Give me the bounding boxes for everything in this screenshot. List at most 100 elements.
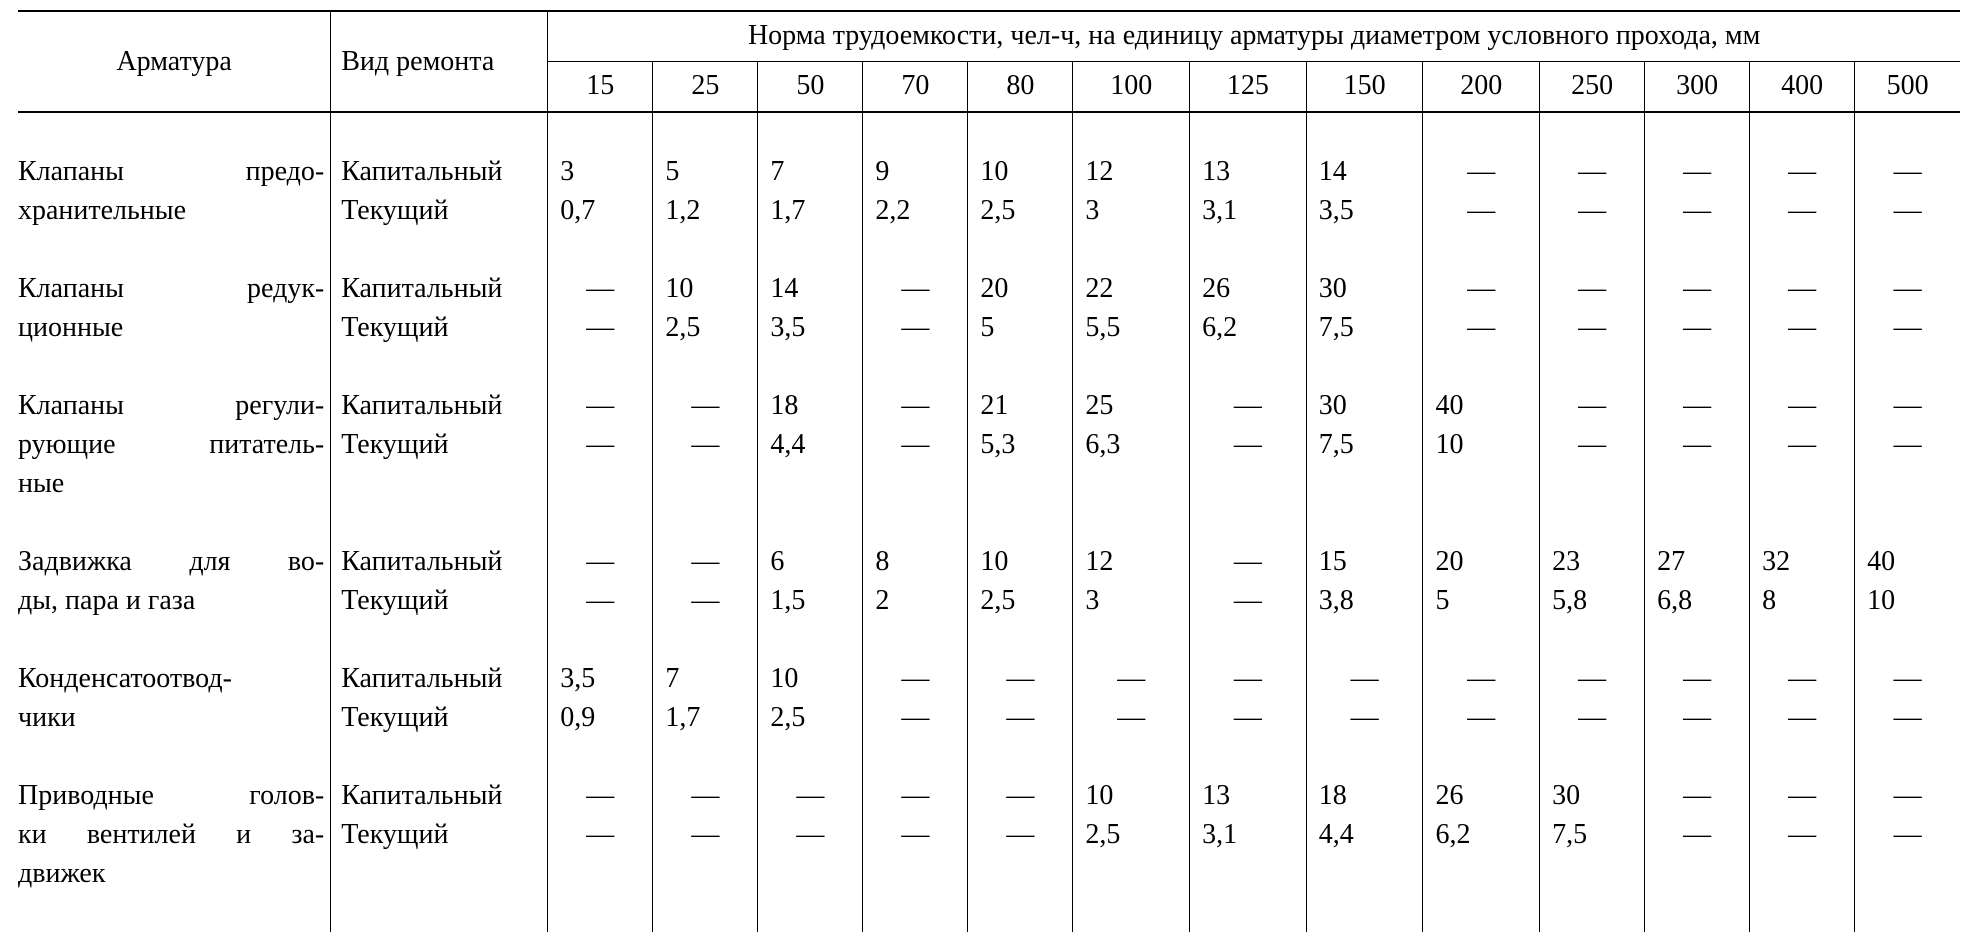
data-cell	[1855, 503, 1960, 542]
repair-type-cell: Капитальный	[331, 269, 548, 308]
header-repair-type: Вид ремонта	[331, 11, 548, 112]
data-cell: 0,7	[548, 191, 653, 230]
data-cell: —	[1855, 698, 1960, 737]
data-cell: —	[548, 386, 653, 425]
data-cell: —	[1540, 386, 1645, 425]
fitting-cell	[18, 112, 331, 152]
data-cell: 15	[1306, 542, 1423, 581]
data-cell	[1423, 503, 1540, 542]
data-cell: 6,2	[1190, 308, 1307, 347]
fitting-cell: рующие питатель-	[18, 425, 331, 464]
data-cell: 6	[758, 542, 863, 581]
fitting-cell	[18, 737, 331, 776]
data-cell	[653, 464, 758, 503]
repair-type-cell: Капитальный	[331, 152, 548, 191]
data-cell: —	[1855, 191, 1960, 230]
data-cell: —	[1750, 152, 1855, 191]
data-cell: —	[758, 776, 863, 815]
header-diameter: 150	[1306, 62, 1423, 113]
fitting-cell: Приводные голов-	[18, 776, 331, 815]
data-cell: 27	[1645, 542, 1750, 581]
data-cell: 25	[1073, 386, 1190, 425]
data-cell	[548, 854, 653, 893]
data-cell: —	[1190, 659, 1307, 698]
data-cell: —	[548, 308, 653, 347]
data-cell: —	[1540, 425, 1645, 464]
data-cell: 30	[1540, 776, 1645, 815]
data-cell: —	[548, 776, 653, 815]
repair-type-cell: Текущий	[331, 191, 548, 230]
data-cell	[1073, 464, 1190, 503]
data-cell: 1,7	[758, 191, 863, 230]
data-cell	[1855, 112, 1960, 152]
data-cell: 2,5	[653, 308, 758, 347]
repair-type-cell: Капитальный	[331, 386, 548, 425]
data-cell: 5	[653, 152, 758, 191]
data-cell: —	[1645, 386, 1750, 425]
data-cell: 8	[863, 542, 968, 581]
data-cell: —	[653, 581, 758, 620]
data-cell: 4,4	[1306, 815, 1423, 854]
data-cell	[1190, 893, 1307, 932]
data-cell: 21	[968, 386, 1073, 425]
fitting-cell	[18, 893, 331, 932]
data-cell: —	[653, 386, 758, 425]
data-cell	[1540, 503, 1645, 542]
data-cell: —	[1190, 581, 1307, 620]
data-cell	[1190, 464, 1307, 503]
data-cell	[1855, 464, 1960, 503]
data-cell: 10	[968, 152, 1073, 191]
data-cell	[1190, 503, 1307, 542]
data-cell: 3,5	[1306, 191, 1423, 230]
repair-type-cell: Текущий	[331, 698, 548, 737]
data-cell: 2,5	[1073, 815, 1190, 854]
repair-type-cell	[331, 503, 548, 542]
data-cell: 10	[1073, 776, 1190, 815]
data-cell	[1423, 893, 1540, 932]
data-cell	[653, 620, 758, 659]
data-cell	[863, 620, 968, 659]
data-cell	[1073, 620, 1190, 659]
data-cell: 26	[1423, 776, 1540, 815]
data-cell	[1073, 347, 1190, 386]
repair-type-cell: Текущий	[331, 425, 548, 464]
data-cell	[1750, 347, 1855, 386]
data-cell: 7,5	[1306, 425, 1423, 464]
data-cell	[863, 230, 968, 269]
data-cell	[863, 347, 968, 386]
data-cell	[1423, 112, 1540, 152]
data-cell: 5	[968, 308, 1073, 347]
data-cell: —	[548, 581, 653, 620]
header-diameter: 500	[1855, 62, 1960, 113]
data-cell	[1306, 464, 1423, 503]
data-cell: 1,7	[653, 698, 758, 737]
data-cell: 40	[1855, 542, 1960, 581]
data-cell	[1190, 230, 1307, 269]
data-cell	[1306, 893, 1423, 932]
repair-type-cell: Текущий	[331, 581, 548, 620]
fitting-cell	[18, 503, 331, 542]
data-cell	[1855, 620, 1960, 659]
fitting-cell: ционные	[18, 308, 331, 347]
table-body: Клапаны предо-Капитальный357910121314———…	[18, 112, 1960, 932]
data-cell	[1855, 230, 1960, 269]
data-cell: —	[1750, 659, 1855, 698]
data-cell: —	[1073, 659, 1190, 698]
data-cell: —	[1750, 191, 1855, 230]
data-cell	[1750, 230, 1855, 269]
header-diameter: 250	[1540, 62, 1645, 113]
data-cell: —	[1750, 308, 1855, 347]
data-cell	[968, 464, 1073, 503]
data-cell	[1540, 347, 1645, 386]
header-fitting: Арматура	[18, 11, 331, 112]
data-cell	[1423, 620, 1540, 659]
data-cell: —	[1855, 776, 1960, 815]
data-cell	[548, 503, 653, 542]
data-cell	[653, 737, 758, 776]
data-cell	[1306, 503, 1423, 542]
data-cell: 10	[653, 269, 758, 308]
data-cell: —	[1540, 659, 1645, 698]
data-cell: —	[863, 425, 968, 464]
data-cell	[758, 854, 863, 893]
data-cell: —	[863, 776, 968, 815]
